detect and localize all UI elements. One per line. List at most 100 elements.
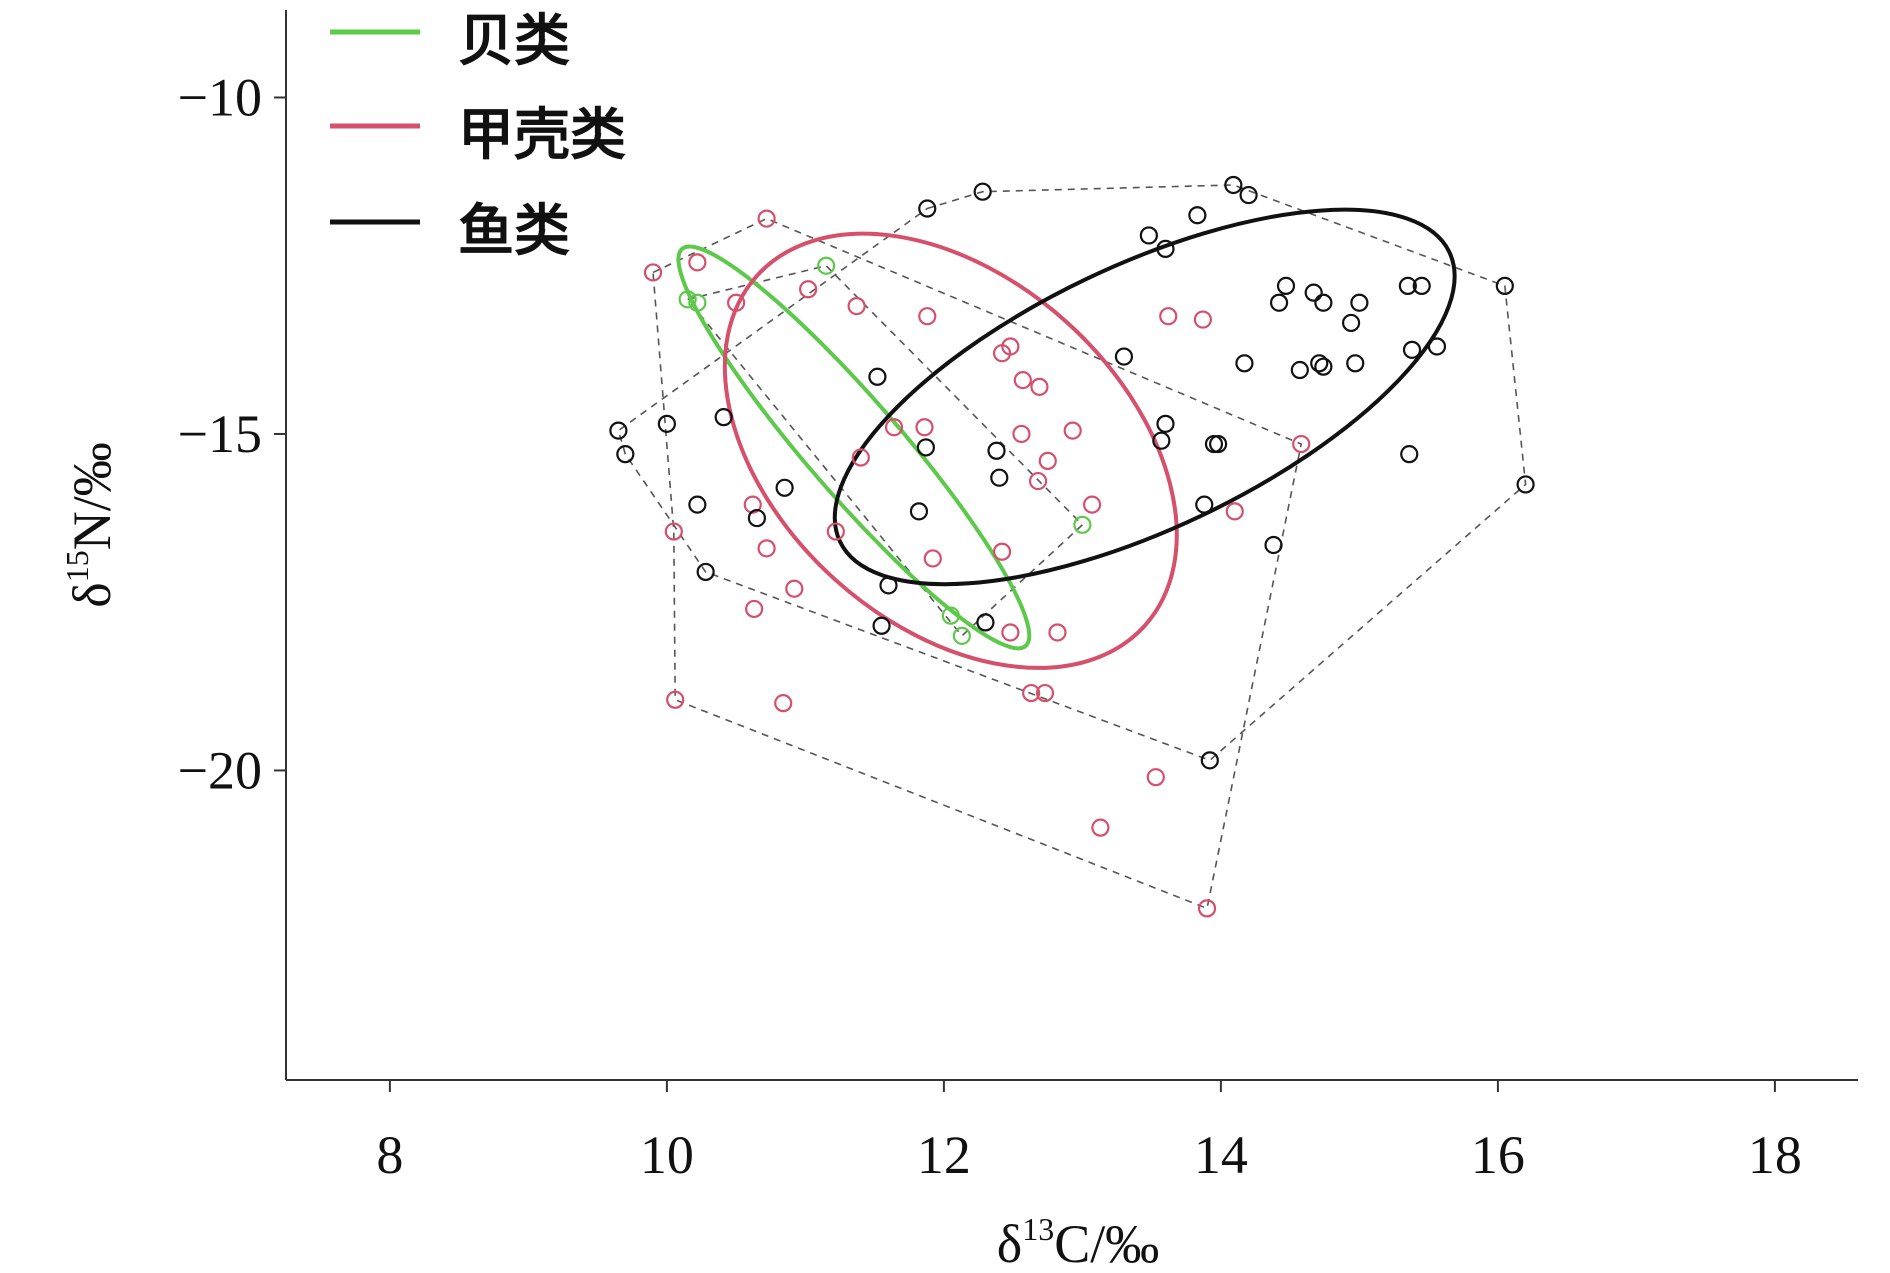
point-fish: [916, 438, 935, 457]
axes: [285, 10, 1858, 1081]
hull-shellfish: [686, 264, 1084, 638]
convex-hulls: [617, 184, 1527, 910]
point-crustacean: [1030, 377, 1049, 396]
point-crustacean: [799, 280, 818, 299]
x-tick-label: 16: [1471, 1125, 1525, 1185]
point-fish: [1224, 175, 1243, 195]
point-shellfish: [817, 256, 836, 275]
point-crustacean: [918, 307, 937, 326]
point-fish: [1156, 414, 1175, 433]
point-crustacean: [826, 522, 845, 541]
hull-crustacean: [652, 217, 1303, 910]
point-crustacean: [1091, 818, 1110, 837]
point-crustacean: [1197, 899, 1217, 918]
y-tick-label: −10: [178, 67, 262, 127]
point-crustacean: [992, 542, 1012, 561]
y-ticks: −10 −15 −20: [178, 67, 286, 800]
point-crustacean: [1012, 424, 1031, 444]
point-fish: [909, 502, 929, 521]
point-fish: [1350, 293, 1369, 312]
point-fish: [973, 182, 992, 201]
point-fish: [747, 508, 767, 528]
point-fish: [1398, 276, 1417, 296]
y-axis-label: δ15N/‰: [59, 442, 122, 607]
y-tick-label: −20: [178, 740, 262, 800]
point-fish: [1346, 354, 1365, 373]
point-fish: [688, 495, 707, 514]
point-fish: [918, 199, 937, 218]
point-fish: [1402, 340, 1422, 359]
x-ticks: 8 10 12 14 16 18: [376, 1080, 1802, 1185]
point-crustacean: [992, 344, 1012, 363]
point-crustacean: [1063, 421, 1082, 440]
point-fish: [616, 445, 635, 464]
point-fish: [1200, 751, 1219, 770]
point-crustacean: [743, 495, 762, 514]
point-fish: [1239, 185, 1258, 205]
point-crustacean: [915, 418, 934, 437]
hull-fish: [617, 184, 1527, 762]
point-crustacean: [745, 599, 764, 619]
point-fish: [1195, 495, 1214, 514]
ellipse-fish: [832, 207, 1457, 587]
point-crustacean: [688, 253, 707, 272]
point-fish: [1269, 293, 1289, 312]
legend: 贝类 甲壳类 鱼类: [330, 9, 626, 264]
point-crustacean: [1082, 495, 1102, 514]
point-crustacean: [757, 209, 776, 228]
point-crustacean: [923, 549, 942, 568]
x-axis-label: δ13C/‰: [997, 1211, 1159, 1273]
point-crustacean: [643, 263, 663, 282]
ellipse-shellfish: [676, 244, 1032, 651]
point-crustacean: [1028, 471, 1048, 491]
legend-label-fish: 鱼类: [458, 199, 570, 264]
legend-label-crustacean: 甲壳类: [458, 103, 626, 168]
point-fish: [1412, 276, 1431, 296]
y-tick-label: −15: [178, 404, 262, 464]
point-crustacean: [774, 694, 793, 713]
point-fish: [1152, 431, 1171, 450]
point-crustacean: [1035, 683, 1055, 703]
point-fish: [696, 562, 715, 582]
point-shellfish: [678, 290, 697, 309]
x-tick-label: 14: [1194, 1125, 1248, 1185]
x-tick-label: 12: [917, 1125, 971, 1185]
point-crustacean: [1022, 683, 1041, 703]
point-crustacean: [1013, 371, 1032, 390]
point-crustacean: [757, 539, 776, 558]
point-crustacean: [1159, 307, 1178, 326]
point-fish: [868, 367, 887, 386]
point-crustacean: [1048, 623, 1067, 642]
point-fish: [1495, 276, 1514, 296]
point-fish: [1310, 354, 1329, 373]
x-tick-label: 18: [1748, 1125, 1802, 1185]
point-fish: [1264, 535, 1283, 555]
point-crustacean: [1001, 623, 1020, 642]
point-crustacean: [851, 448, 870, 467]
point-fish: [657, 414, 676, 433]
point-fish: [1427, 337, 1447, 356]
point-shellfish: [941, 606, 960, 625]
point-fish: [714, 408, 733, 427]
point-crustacean: [1038, 451, 1057, 470]
point-fish: [872, 616, 891, 635]
point-fish: [1516, 475, 1535, 494]
point-shellfish: [688, 293, 707, 312]
ellipse-crustacean: [722, 231, 1179, 670]
point-fish: [1290, 360, 1309, 380]
point-crustacean: [727, 293, 746, 312]
point-crustacean: [666, 690, 685, 709]
point-fish: [1304, 283, 1323, 302]
point-fish: [1276, 276, 1296, 296]
standard-ellipses: [676, 207, 1457, 670]
point-crustacean: [884, 418, 904, 437]
point-fish: [990, 468, 1009, 487]
point-fish: [1341, 313, 1361, 333]
point-fish: [1209, 434, 1228, 454]
point-crustacean: [847, 297, 866, 316]
point-fish: [1156, 239, 1175, 258]
point-crustacean: [1146, 768, 1165, 787]
point-crustacean: [785, 579, 804, 598]
data-points: [609, 175, 1535, 918]
